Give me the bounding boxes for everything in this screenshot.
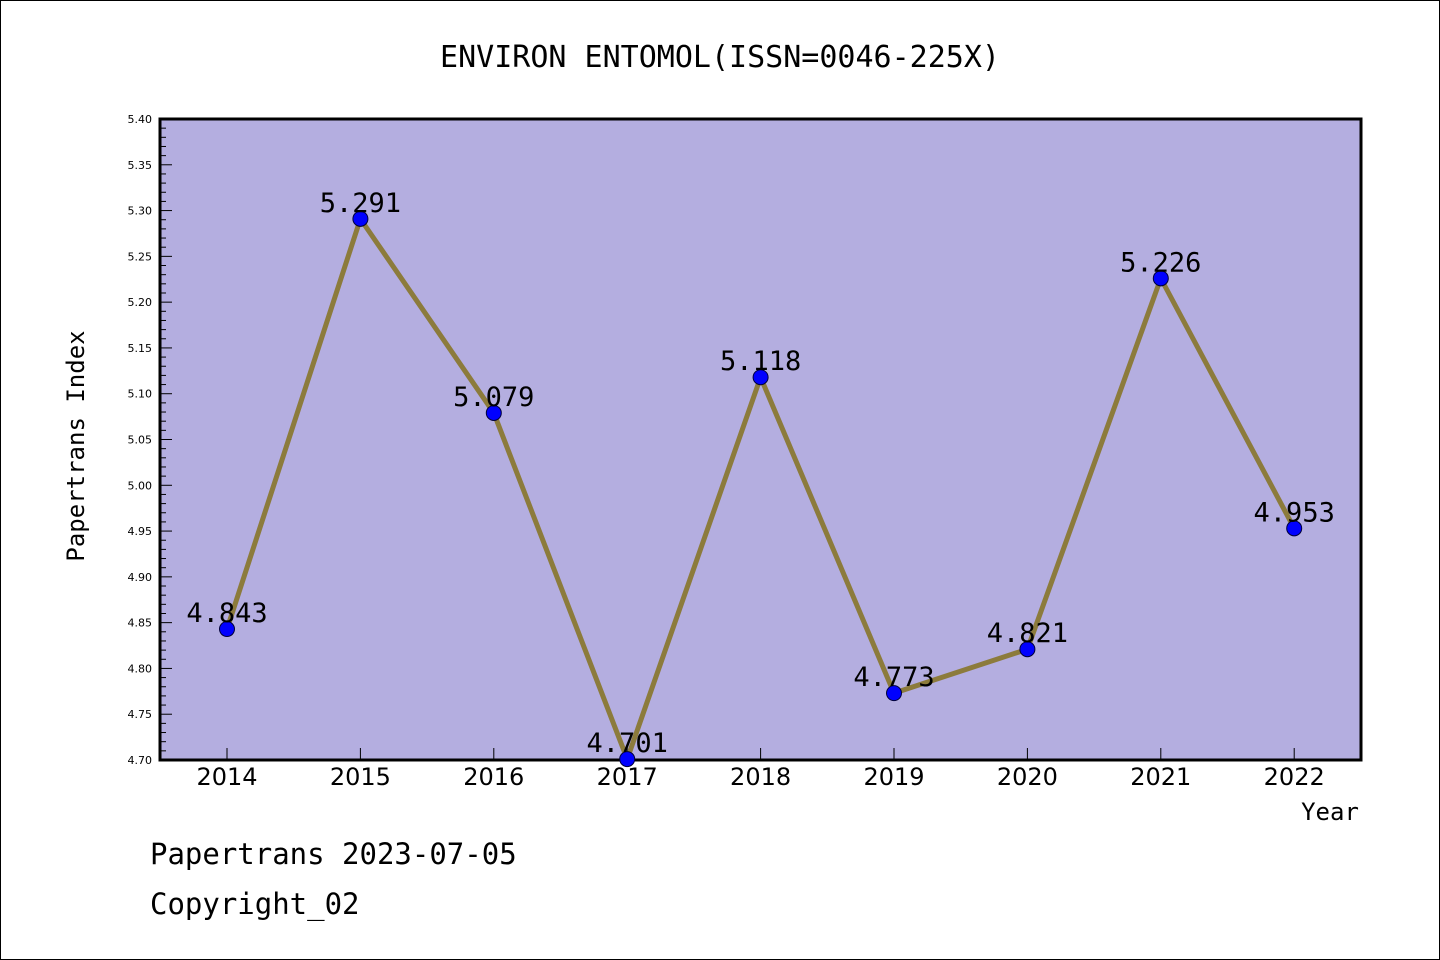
y-axis: 4.70 4.75 4.80 4.85 4.90 4.95 5.00 5.05 5.10 5.15… [128,113,172,767]
data-point-marker [1019,641,1036,658]
data-point-marker [752,369,769,386]
chart-title: ENVIRON ENTOMOL(ISSN=0046-225X) [440,40,1000,75]
data-label: 4.701 [587,728,668,759]
data-label: 5.291 [320,188,401,219]
data-label: 4.843 [186,598,267,629]
x-tick-label: 2019 [863,763,924,791]
data-point-marker [352,210,369,227]
x-tick-label: 2014 [196,763,257,791]
data-label-group: 4.843 5.291 5.079 4.701 5.118 4.773 4.821 5.226… [186,188,1334,759]
x-tick-label: 2020 [997,763,1058,791]
y-tick-label: 5.00 [128,479,153,492]
y-tick-label: 4.90 [128,571,153,584]
x-tick-label: 2017 [597,763,658,791]
data-point-marker [1152,270,1169,287]
x-tick-label: 2021 [1130,763,1191,791]
y-tick-label: 4.75 [128,708,153,721]
y-tick-label: 5.35 [128,159,153,172]
y-tick-label: 5.20 [128,296,153,309]
data-point-marker [886,685,902,702]
data-label: 5.079 [453,382,534,413]
x-axis: 2014 2015 2016 2017 2018 2019 2020 2021 2022 [196,748,1325,791]
data-label: 4.773 [853,662,934,693]
y-tick-label: 4.80 [128,662,153,675]
data-label: 5.226 [1120,247,1201,278]
data-point-marker [219,621,235,638]
data-label: 4.821 [987,618,1068,649]
x-tick-label: 2018 [730,763,791,791]
x-axis-label: Year [1301,798,1359,826]
y-tick-label: 5.40 [128,113,153,126]
data-point-marker [619,751,636,768]
y-axis-label: Papertrans Index [62,330,90,561]
footer-copyright: Copyright_02 [150,887,360,922]
x-tick-label: 2015 [330,763,391,791]
x-tick-label: 2016 [463,763,524,791]
y-tick-label: 4.70 [128,754,153,767]
y-tick-label: 5.15 [128,342,153,355]
y-tick-label: 5.05 [128,434,153,447]
data-point-marker [485,404,502,421]
y-tick-label: 5.10 [128,388,153,401]
footer-date: Papertrans 2023-07-05 [150,837,517,871]
y-tick-label: 4.85 [128,617,153,630]
data-label: 4.953 [1254,497,1335,528]
y-tick-label: 5.25 [128,250,153,263]
data-label: 5.118 [720,346,801,377]
data-point-marker [1286,520,1303,537]
marker-group [219,210,1303,768]
y-tick-label: 5.30 [128,205,153,218]
y-tick-label: 4.95 [128,525,153,538]
x-tick-label: 2022 [1264,763,1325,791]
